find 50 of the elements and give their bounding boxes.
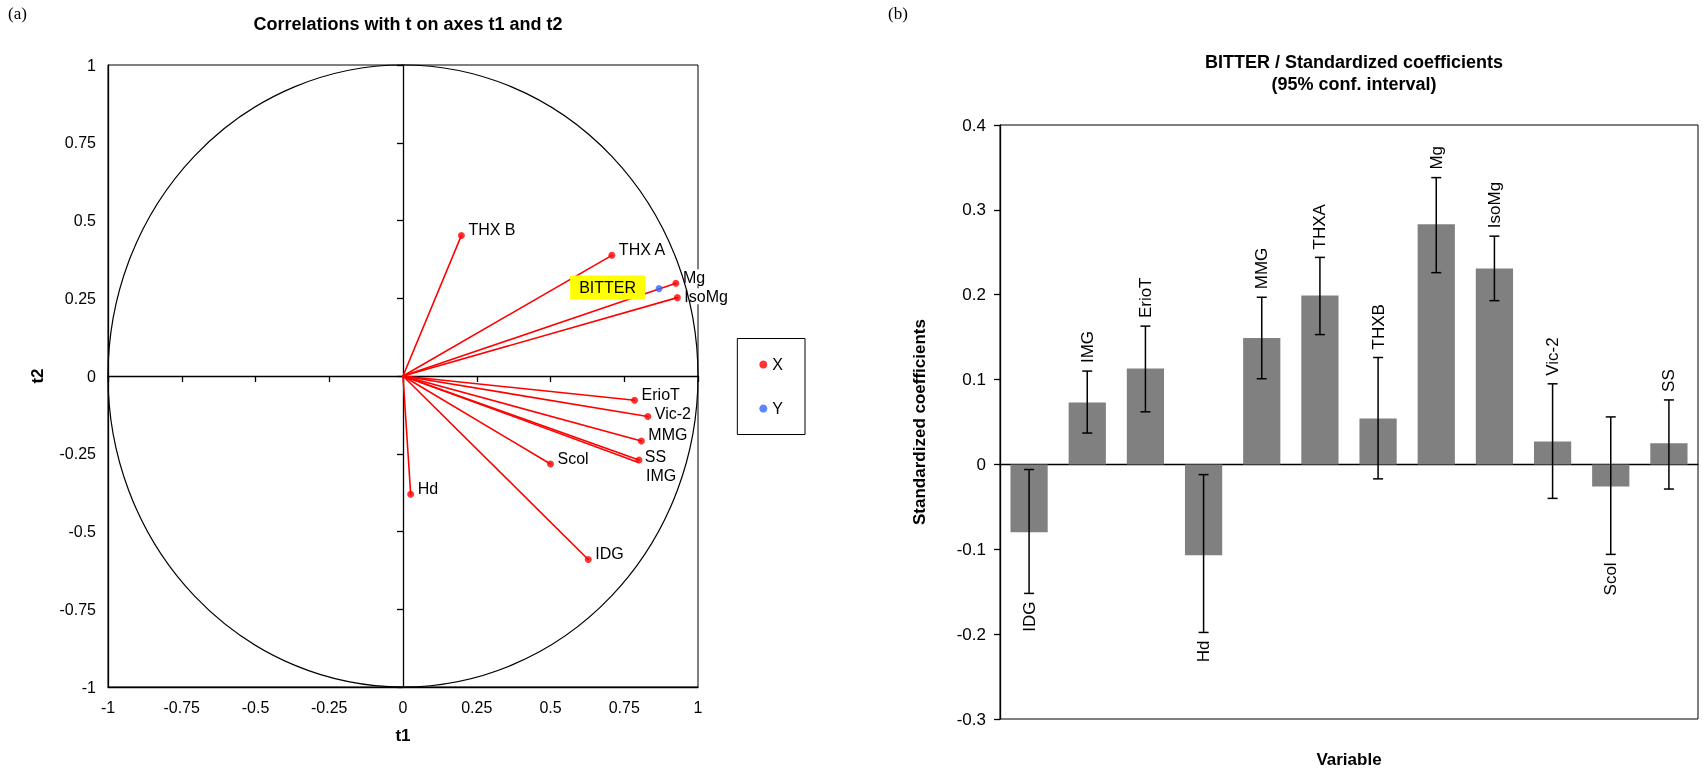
legend-label: Y xyxy=(772,400,784,417)
x-tick-label: 1 xyxy=(693,698,703,716)
y-tick-label: 0.1 xyxy=(962,370,986,390)
annotation: Hd xyxy=(417,479,439,497)
x-tick-label: -0.5 xyxy=(241,698,270,716)
y-tick-label: 1 xyxy=(87,56,97,74)
x-tick-label: -0.75 xyxy=(163,698,201,716)
y-tick-label: 0.4 xyxy=(962,115,986,135)
annotation: IMG xyxy=(646,466,677,484)
x-tick-label: 0.25 xyxy=(461,698,493,716)
annotation: Vic-2 xyxy=(654,404,692,422)
annotation: Scol xyxy=(557,449,589,467)
y-tick-label: 0.2 xyxy=(962,285,986,305)
y-tick-label: -0.5 xyxy=(68,523,97,540)
chart-subtitle: (95% conf. interval) xyxy=(1271,74,1437,94)
x-tick-label: 0.5 xyxy=(539,698,562,716)
chart-title: BITTER / Standardized coefficients xyxy=(1204,52,1504,72)
y-tick-label: 0 xyxy=(976,454,986,474)
y-tick-label: -0.3 xyxy=(956,709,986,729)
x-tick-label: -0.25 xyxy=(311,698,348,716)
x-tick-label: THXA xyxy=(1310,203,1330,250)
y-tick-label: -0.1 xyxy=(956,539,986,559)
y-tick-label: -0.75 xyxy=(59,600,97,618)
y-tick-label: -0.2 xyxy=(956,624,986,644)
y-tick-label: -1 xyxy=(81,678,97,696)
annotation: SS xyxy=(644,447,667,465)
text: (b) xyxy=(888,4,908,24)
annotation: THX A xyxy=(618,240,666,258)
y-tick-label: -0.25 xyxy=(59,445,97,463)
y-tick-label: 0.3 xyxy=(962,200,986,220)
x-axis-title: t1 xyxy=(395,726,411,745)
annotation: THX B xyxy=(468,220,516,238)
annotation: BITTER xyxy=(579,279,637,297)
annotation: ErioT xyxy=(641,385,681,403)
text: (a) xyxy=(8,4,27,24)
x-tick-label: THXB xyxy=(1368,304,1388,350)
x-tick-label: IMG xyxy=(1077,330,1097,364)
x-tick-label: 0 xyxy=(398,698,408,716)
legend-label: X xyxy=(772,356,784,373)
y-axis-title: t2 xyxy=(28,368,47,384)
y-axis-title: Standardized coefficients xyxy=(910,319,929,525)
chart-title: Correlations with t on axes t1 and t2 xyxy=(253,14,563,34)
x-tick-label: Vic-2 xyxy=(1543,337,1563,376)
x-tick-label: 0.75 xyxy=(608,698,640,716)
annotation: MMG xyxy=(648,426,688,444)
x-axis-title: Variable xyxy=(1316,750,1382,769)
y-tick-label: 0.75 xyxy=(64,134,97,152)
y-tick-label: 0.25 xyxy=(64,289,97,307)
annotation: IDG xyxy=(595,544,624,562)
x-tick-label: -1 xyxy=(100,698,116,716)
